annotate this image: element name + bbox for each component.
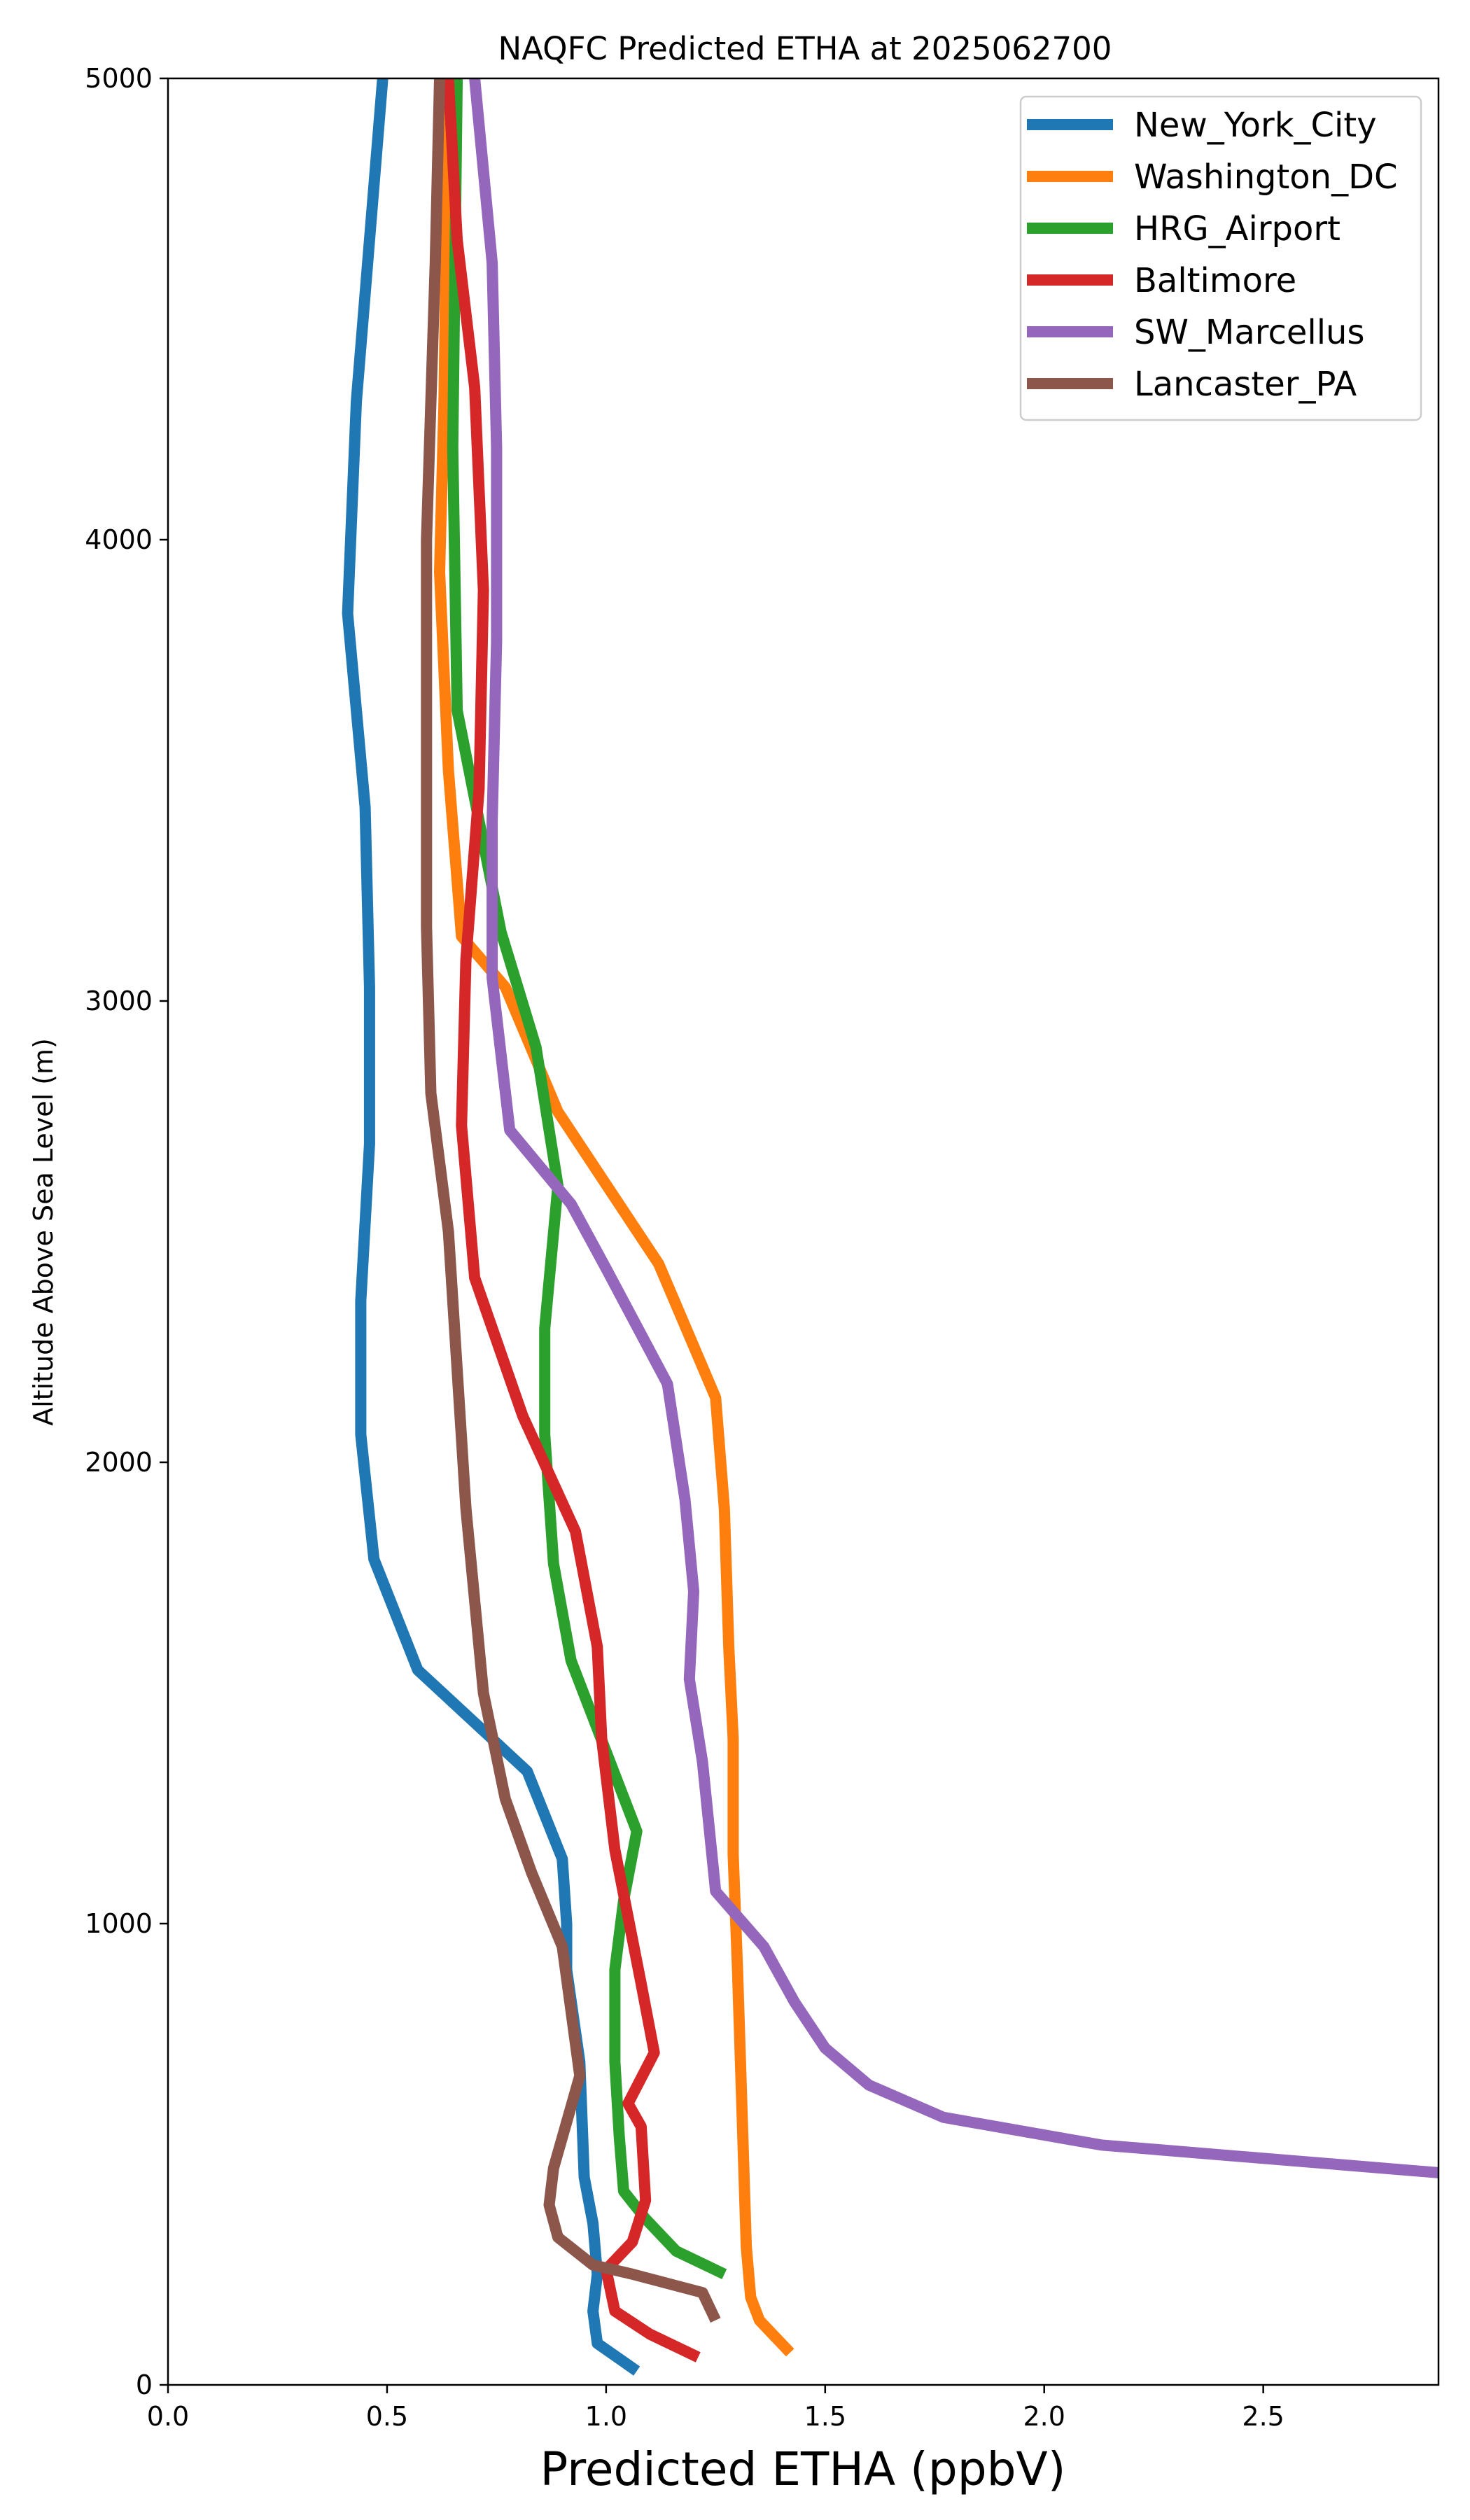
x-tick-label: 2.5 [1242,2401,1284,2432]
y-tick-label: 3000 [85,986,153,1016]
y-axis-label: Altitude Above Sea Level (m) [28,1038,59,1426]
legend-items: New_York_City Washington_DC HRG_Airport Bal… [1027,106,1398,404]
axes-frame [167,77,1440,2386]
y-tick-label: 2000 [85,1447,153,1478]
series-line-baltimore [442,78,701,2362]
series-line-new-york-city [342,78,640,2376]
y-tick-label: 0 [136,2370,153,2400]
chart-title: NAQFC Predicted ETHA at 2025062700 [498,30,1112,67]
legend-label: New_York_City [1134,106,1377,145]
legend-label: SW_Marcellus [1134,313,1364,352]
x-axis-label: Predicted ETHA (ppbV) [540,2442,1066,2496]
x-axis-ticks: 0.0 0.5 1.0 1.5 2.0 2.5 [147,2385,1284,2432]
x-tick-label: 0.0 [147,2401,189,2432]
x-tick-label: 2.0 [1023,2401,1065,2432]
series-line-hrg-airport [447,78,727,2280]
series-line-sw-marcellus [469,78,1438,2178]
x-tick-label: 1.0 [585,2401,627,2432]
legend-label: Baltimore [1134,261,1296,300]
y-tick-label: 5000 [85,63,153,94]
series-layer [342,78,1438,2376]
y-tick-label: 4000 [85,524,153,555]
plot-area [167,77,1440,2386]
x-tick-label: 1.5 [804,2401,846,2432]
legend: New_York_City Washington_DC HRG_Airport Bal… [1019,95,1422,421]
legend-label: Washington_DC [1134,158,1398,197]
legend-box [1019,95,1422,421]
legend-label: Lancaster_PA [1134,365,1357,404]
series-line-lancaster-pa [421,78,721,2323]
y-tick-label: 1000 [85,1908,153,1939]
x-tick-label: 0.5 [366,2401,408,2432]
series-line-washington-dc [434,78,794,2357]
legend-label: HRG_Airport [1134,209,1340,248]
y-axis-ticks: 0 1000 2000 3000 4000 5000 [85,63,168,2400]
